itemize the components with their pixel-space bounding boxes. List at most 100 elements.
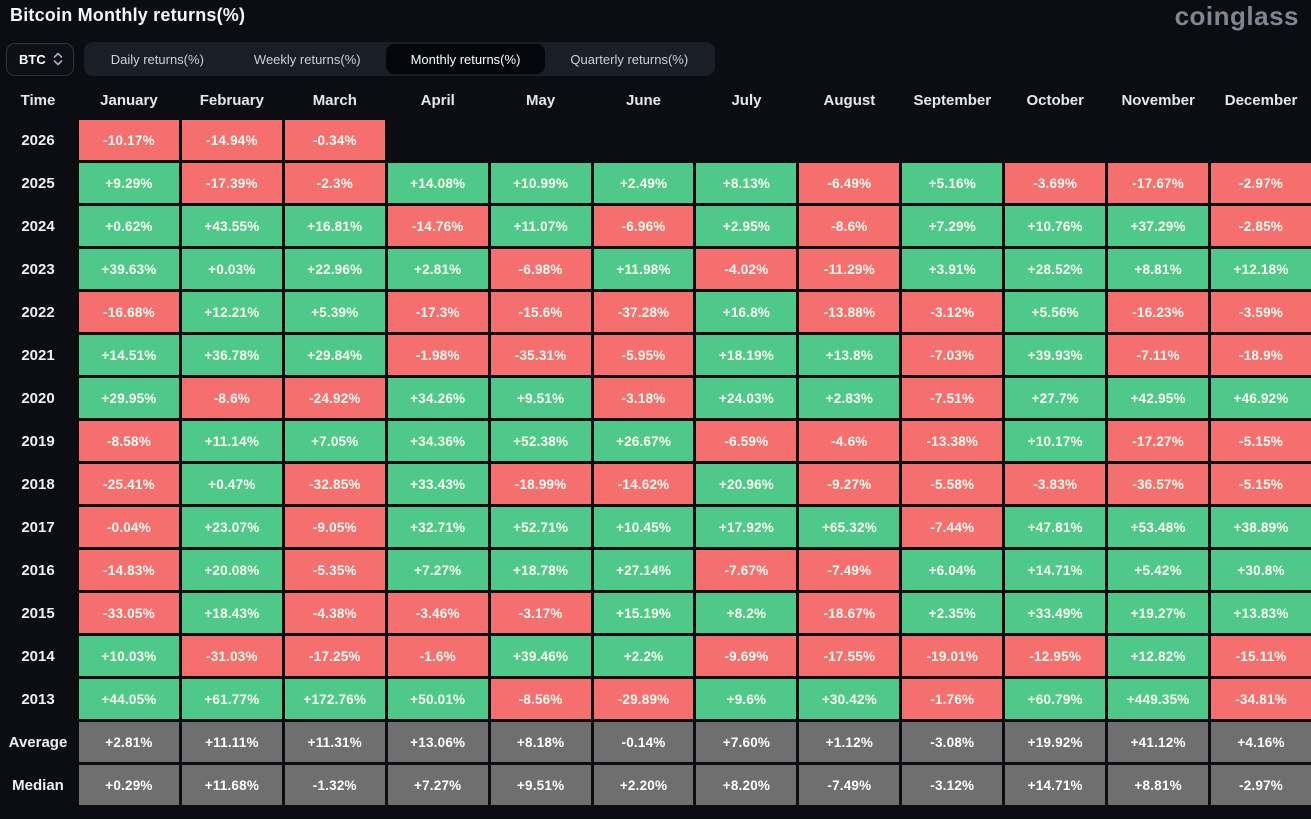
tab-quarterly-returns[interactable]: Quarterly returns(%) bbox=[545, 44, 713, 74]
symbol-select[interactable]: BTC bbox=[6, 42, 74, 76]
row-label-2023: 2023 bbox=[21, 260, 55, 278]
return-cell-median-november: +8.81% bbox=[1108, 765, 1209, 805]
return-cell-2022-october: +5.56% bbox=[1005, 292, 1106, 332]
return-cell-2020-june: -3.18% bbox=[593, 378, 694, 418]
return-cell-2013-may: -8.56% bbox=[490, 679, 591, 719]
return-cell-2017-january: -0.04% bbox=[79, 507, 179, 547]
return-cell-2020-november: +42.95% bbox=[1108, 378, 1209, 418]
return-cell-2024-october: +10.76% bbox=[1005, 206, 1106, 246]
return-cell-2022-august: -13.88% bbox=[799, 292, 900, 332]
return-cell-2014-may: +39.46% bbox=[490, 636, 591, 676]
interval-tabs: Daily returns(%) Weekly returns(%) Monthly… bbox=[83, 42, 716, 76]
return-cell-2025-april: +14.08% bbox=[387, 163, 488, 203]
column-header-october: October bbox=[1026, 92, 1084, 109]
return-cell-2025-august: -6.49% bbox=[799, 163, 900, 203]
return-cell-2014-august: -17.55% bbox=[799, 636, 900, 676]
return-cell-2020-august: +2.83% bbox=[799, 378, 900, 418]
return-cell-2017-may: +52.71% bbox=[490, 507, 591, 547]
return-cell-2019-february: +11.14% bbox=[181, 421, 282, 461]
return-cell-median-december: -2.97% bbox=[1211, 765, 1311, 805]
return-cell-2017-november: +53.48% bbox=[1108, 507, 1209, 547]
row-label-2013: 2013 bbox=[21, 690, 55, 708]
return-cell-2019-march: +7.05% bbox=[284, 421, 385, 461]
column-header-december: December bbox=[1224, 92, 1298, 109]
return-cell-2024-may: +11.07% bbox=[490, 206, 591, 246]
return-cell-2024-april: -14.76% bbox=[387, 206, 488, 246]
return-cell-2021-april: -1.98% bbox=[387, 335, 488, 375]
return-cell-2017-july: +17.92% bbox=[696, 507, 797, 547]
return-cell-2019-august: -4.6% bbox=[799, 421, 900, 461]
return-cell-2026-may bbox=[491, 120, 591, 160]
return-cell-median-january: +0.29% bbox=[79, 765, 179, 805]
return-cell-2023-january: +39.63% bbox=[79, 249, 179, 289]
return-cell-2015-april: -3.46% bbox=[387, 593, 488, 633]
return-cell-average-march: +11.31% bbox=[284, 722, 385, 762]
return-cell-2022-january: -16.68% bbox=[79, 292, 179, 332]
symbol-select-value: BTC bbox=[19, 51, 46, 67]
column-header-july: July bbox=[731, 92, 762, 109]
return-cell-2013-june: -29.89% bbox=[593, 679, 694, 719]
tab-weekly-returns[interactable]: Weekly returns(%) bbox=[229, 44, 386, 74]
return-cell-2019-january: -8.58% bbox=[79, 421, 179, 461]
return-cell-2020-may: +9.51% bbox=[490, 378, 591, 418]
return-cell-2023-february: +0.03% bbox=[181, 249, 282, 289]
return-cell-2016-february: +20.08% bbox=[181, 550, 282, 590]
tab-daily-returns[interactable]: Daily returns(%) bbox=[86, 44, 229, 74]
return-cell-2016-august: -7.49% bbox=[799, 550, 900, 590]
return-cell-2025-may: +10.99% bbox=[490, 163, 591, 203]
return-cell-2025-june: +2.49% bbox=[593, 163, 694, 203]
return-cell-2018-june: -14.62% bbox=[593, 464, 694, 504]
row-label-2019: 2019 bbox=[21, 432, 55, 450]
return-cell-2016-january: -14.83% bbox=[79, 550, 179, 590]
return-cell-2018-september: -5.58% bbox=[902, 464, 1003, 504]
return-cell-2017-april: +32.71% bbox=[387, 507, 488, 547]
return-cell-2013-september: -1.76% bbox=[902, 679, 1003, 719]
return-cell-2020-february: -8.6% bbox=[181, 378, 282, 418]
return-cell-2021-may: -35.31% bbox=[490, 335, 591, 375]
return-cell-2013-january: +44.05% bbox=[79, 679, 179, 719]
return-cell-2018-august: -9.27% bbox=[799, 464, 900, 504]
return-cell-2014-february: -31.03% bbox=[181, 636, 282, 676]
return-cell-2019-october: +10.17% bbox=[1005, 421, 1106, 461]
return-cell-2026-october bbox=[1005, 120, 1105, 160]
return-cell-2024-september: +7.29% bbox=[902, 206, 1003, 246]
return-cell-2024-march: +16.81% bbox=[284, 206, 385, 246]
return-cell-2017-december: +38.89% bbox=[1211, 507, 1311, 547]
return-cell-2024-january: +0.62% bbox=[79, 206, 179, 246]
row-label-2018: 2018 bbox=[21, 475, 55, 493]
return-cell-2014-july: -9.69% bbox=[696, 636, 797, 676]
row-label-2015: 2015 bbox=[21, 604, 55, 622]
return-cell-2013-march: +172.76% bbox=[284, 679, 385, 719]
return-cell-2026-july bbox=[696, 120, 796, 160]
return-cell-2014-december: -15.11% bbox=[1211, 636, 1311, 676]
column-header-time: Time bbox=[20, 92, 56, 109]
return-cell-average-may: +8.18% bbox=[490, 722, 591, 762]
return-cell-2023-july: -4.02% bbox=[696, 249, 797, 289]
tab-monthly-returns[interactable]: Monthly returns(%) bbox=[385, 44, 546, 74]
return-cell-2018-july: +20.96% bbox=[696, 464, 797, 504]
row-label-2025: 2025 bbox=[21, 174, 55, 192]
return-cell-2024-july: +2.95% bbox=[696, 206, 797, 246]
return-cell-2022-december: -3.59% bbox=[1211, 292, 1311, 332]
return-cell-median-october: +14.71% bbox=[1005, 765, 1106, 805]
return-cell-2022-february: +12.21% bbox=[181, 292, 282, 332]
return-cell-2019-december: -5.15% bbox=[1211, 421, 1311, 461]
return-cell-average-february: +11.11% bbox=[181, 722, 282, 762]
return-cell-2026-march: -0.34% bbox=[284, 120, 385, 160]
return-cell-2024-december: -2.85% bbox=[1211, 206, 1311, 246]
return-cell-2018-march: -32.85% bbox=[284, 464, 385, 504]
return-cell-2017-august: +65.32% bbox=[799, 507, 900, 547]
return-cell-2020-march: -24.92% bbox=[284, 378, 385, 418]
return-cell-2016-september: +6.04% bbox=[902, 550, 1003, 590]
return-cell-2016-may: +18.78% bbox=[490, 550, 591, 590]
return-cell-average-december: +4.16% bbox=[1211, 722, 1311, 762]
column-header-february: February bbox=[199, 92, 264, 109]
return-cell-2020-september: -7.51% bbox=[902, 378, 1003, 418]
return-cell-2023-june: +11.98% bbox=[593, 249, 694, 289]
return-cell-2022-may: -15.6% bbox=[490, 292, 591, 332]
return-cell-2021-march: +29.84% bbox=[284, 335, 385, 375]
column-header-january: January bbox=[100, 92, 158, 109]
column-header-september: September bbox=[913, 92, 992, 109]
return-cell-2018-may: -18.99% bbox=[490, 464, 591, 504]
row-label-2017: 2017 bbox=[21, 518, 55, 536]
